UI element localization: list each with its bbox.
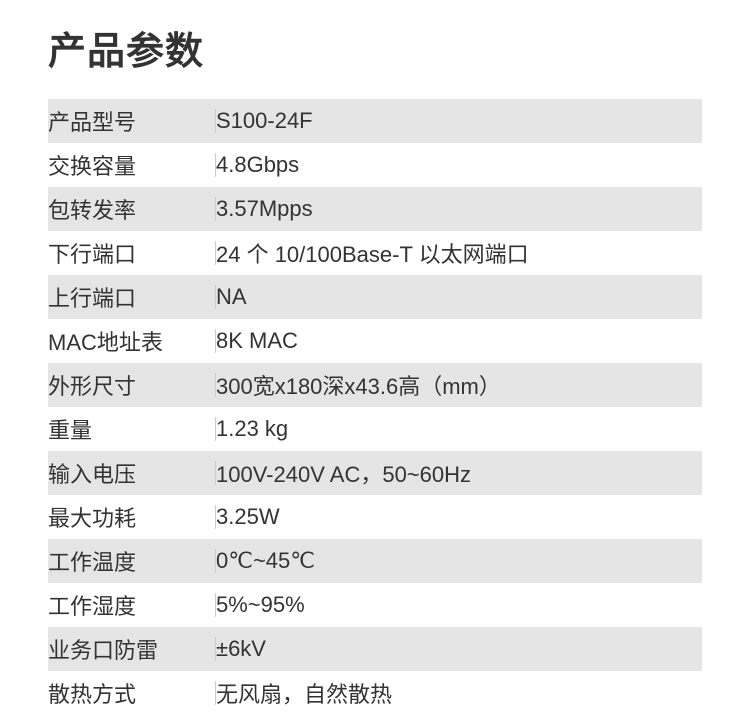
table-row: MAC地址表 8K MAC <box>48 319 702 363</box>
table-row: 散热方式 无风扇，自然散热 <box>48 671 702 715</box>
spec-label: 最大功耗 <box>48 495 216 539</box>
table-row: 重量 1.23 kg <box>48 407 702 451</box>
spec-value: 24 个 10/100Base-T 以太网端口 <box>216 231 702 275</box>
spec-label: 下行端口 <box>48 231 216 275</box>
spec-label: MAC地址表 <box>48 319 216 363</box>
spec-label: 上行端口 <box>48 275 216 319</box>
spec-label: 工作湿度 <box>48 583 216 627</box>
spec-label: 交换容量 <box>48 143 216 187</box>
spec-value: NA <box>216 275 702 319</box>
table-row: 产品型号 S100-24F <box>48 99 702 143</box>
table-row: 业务口防雷 ±6kV <box>48 627 702 671</box>
spec-label: 业务口防雷 <box>48 627 216 671</box>
spec-value: S100-24F <box>216 99 702 143</box>
table-row: 下行端口 24 个 10/100Base-T 以太网端口 <box>48 231 702 275</box>
spec-label: 散热方式 <box>48 671 216 715</box>
spec-value: 5%~95% <box>216 583 702 627</box>
spec-table-body: 产品型号 S100-24F 交换容量 4.8Gbps 包转发率 3.57Mpps… <box>48 99 702 715</box>
spec-label: 输入电压 <box>48 451 216 495</box>
page-title: 产品参数 <box>48 20 702 75</box>
spec-label: 外形尺寸 <box>48 363 216 407</box>
spec-label: 重量 <box>48 407 216 451</box>
table-row: 上行端口 NA <box>48 275 702 319</box>
table-row: 交换容量 4.8Gbps <box>48 143 702 187</box>
table-row: 工作温度 0℃~45℃ <box>48 539 702 583</box>
spec-value: 8K MAC <box>216 319 702 363</box>
table-row: 工作湿度 5%~95% <box>48 583 702 627</box>
spec-value: ±6kV <box>216 627 702 671</box>
table-row: 输入电压 100V-240V AC，50~60Hz <box>48 451 702 495</box>
spec-label: 工作温度 <box>48 539 216 583</box>
spec-table: 产品型号 S100-24F 交换容量 4.8Gbps 包转发率 3.57Mpps… <box>48 99 702 715</box>
table-row: 最大功耗 3.25W <box>48 495 702 539</box>
spec-value: 无风扇，自然散热 <box>216 671 702 715</box>
spec-label: 产品型号 <box>48 99 216 143</box>
spec-value: 3.25W <box>216 495 702 539</box>
spec-label: 包转发率 <box>48 187 216 231</box>
spec-value: 4.8Gbps <box>216 143 702 187</box>
spec-value: 1.23 kg <box>216 407 702 451</box>
spec-value: 300宽x180深x43.6高（mm） <box>216 363 702 407</box>
table-row: 外形尺寸 300宽x180深x43.6高（mm） <box>48 363 702 407</box>
spec-value: 100V-240V AC，50~60Hz <box>216 451 702 495</box>
spec-value: 0℃~45℃ <box>216 539 702 583</box>
table-row: 包转发率 3.57Mpps <box>48 187 702 231</box>
spec-value: 3.57Mpps <box>216 187 702 231</box>
